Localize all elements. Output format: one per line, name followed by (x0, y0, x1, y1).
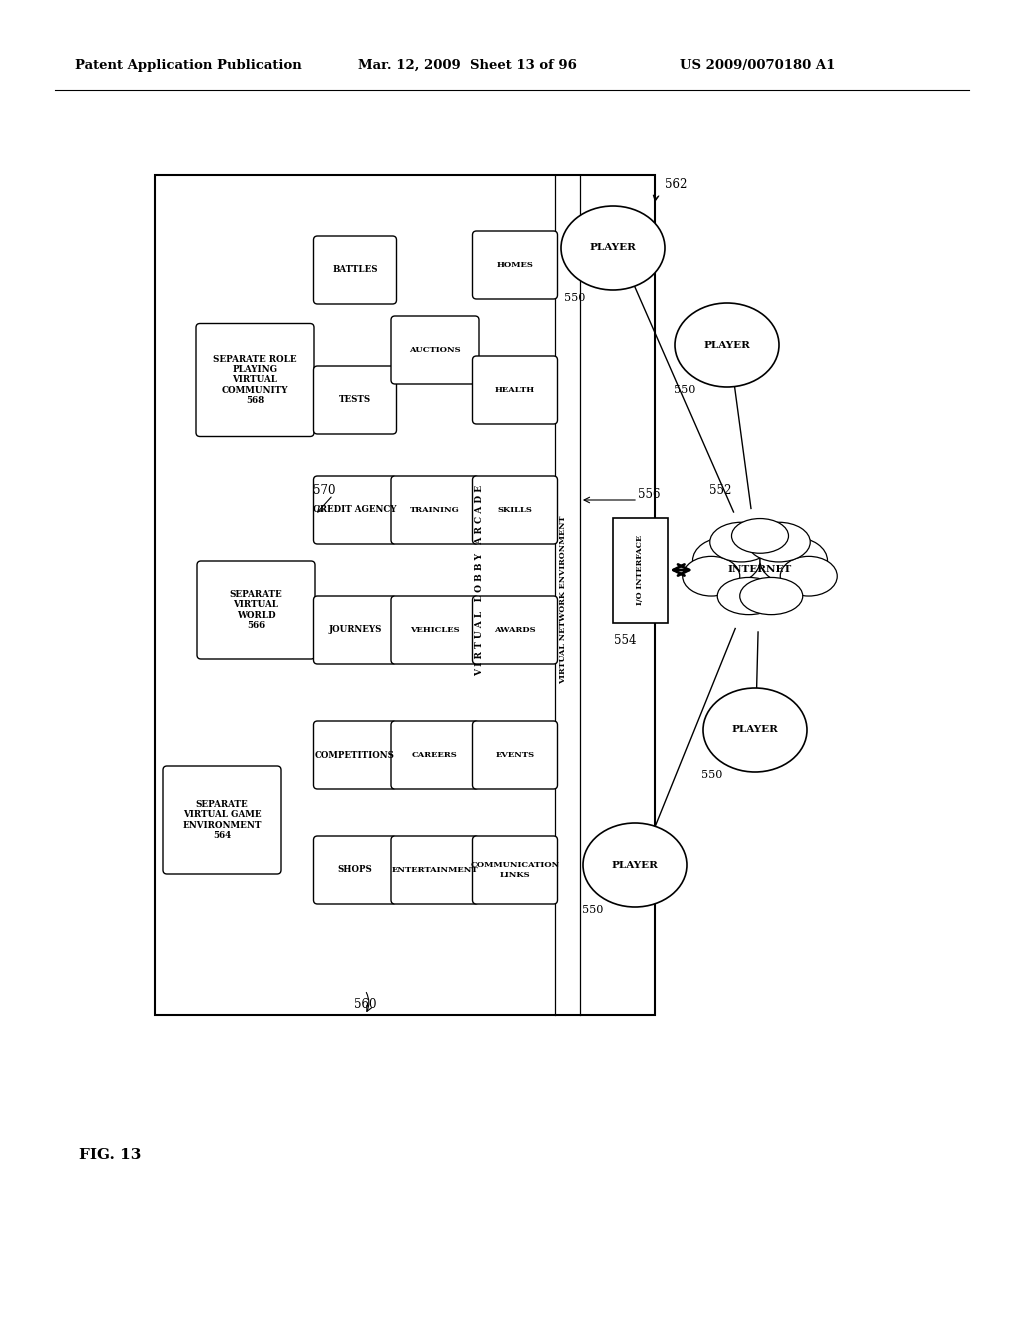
FancyBboxPatch shape (313, 721, 396, 789)
FancyBboxPatch shape (472, 477, 557, 544)
Text: CREDIT AGENCY: CREDIT AGENCY (313, 506, 396, 515)
FancyBboxPatch shape (313, 836, 396, 904)
Text: CAREERS: CAREERS (412, 751, 458, 759)
Text: PLAYER: PLAYER (611, 861, 658, 870)
Text: BATTLES: BATTLES (332, 265, 378, 275)
Text: US 2009/0070180 A1: US 2009/0070180 A1 (680, 58, 836, 71)
Text: 550: 550 (583, 906, 604, 915)
Text: COMPETITIONS: COMPETITIONS (315, 751, 395, 759)
Text: COMMUNICATION
LINKS: COMMUNICATION LINKS (470, 862, 560, 879)
Text: JOURNEYS: JOURNEYS (329, 626, 382, 635)
FancyBboxPatch shape (196, 323, 314, 437)
Text: V I R T U A L   L O B B Y   A R C A D E: V I R T U A L L O B B Y A R C A D E (475, 484, 484, 676)
FancyBboxPatch shape (313, 477, 396, 544)
Text: PLAYER: PLAYER (703, 341, 751, 350)
Text: FIG. 13: FIG. 13 (79, 1148, 141, 1162)
FancyBboxPatch shape (391, 597, 479, 664)
Ellipse shape (739, 577, 803, 615)
Text: PLAYER: PLAYER (731, 726, 778, 734)
FancyBboxPatch shape (391, 477, 479, 544)
Text: PLAYER: PLAYER (590, 243, 637, 252)
Text: HOMES: HOMES (497, 261, 534, 269)
Text: 550: 550 (564, 293, 586, 304)
Ellipse shape (692, 537, 760, 585)
Text: SKILLS: SKILLS (498, 506, 532, 513)
Text: VIRTUAL NETWORK ENVIRONMENT: VIRTUAL NETWORK ENVIRONMENT (559, 516, 567, 684)
Ellipse shape (731, 519, 788, 553)
Text: ENTERTAINMENT: ENTERTAINMENT (392, 866, 478, 874)
Ellipse shape (675, 304, 779, 387)
Text: Patent Application Publication: Patent Application Publication (75, 58, 302, 71)
Text: AWARDS: AWARDS (495, 626, 536, 634)
FancyBboxPatch shape (163, 766, 281, 874)
Text: 554: 554 (613, 634, 636, 647)
FancyBboxPatch shape (197, 561, 315, 659)
Text: INTERNET: INTERNET (728, 565, 793, 574)
Text: I/O INTERFACE: I/O INTERFACE (636, 535, 644, 605)
Text: VEHICLES: VEHICLES (411, 626, 460, 634)
FancyBboxPatch shape (391, 836, 479, 904)
Ellipse shape (760, 537, 827, 585)
Ellipse shape (780, 556, 838, 597)
Ellipse shape (583, 822, 687, 907)
Bar (612, 517, 668, 623)
FancyBboxPatch shape (472, 231, 557, 300)
Ellipse shape (717, 577, 780, 615)
Text: 562: 562 (665, 178, 687, 191)
Ellipse shape (708, 529, 812, 610)
FancyBboxPatch shape (391, 315, 479, 384)
FancyBboxPatch shape (313, 236, 396, 304)
Text: TRAINING: TRAINING (411, 506, 460, 513)
Ellipse shape (561, 206, 665, 290)
Text: 556: 556 (638, 488, 660, 502)
FancyBboxPatch shape (313, 366, 396, 434)
FancyBboxPatch shape (313, 597, 396, 664)
FancyBboxPatch shape (391, 721, 479, 789)
Text: Mar. 12, 2009  Sheet 13 of 96: Mar. 12, 2009 Sheet 13 of 96 (358, 58, 577, 71)
Ellipse shape (703, 688, 807, 772)
Ellipse shape (683, 556, 739, 597)
Text: 560: 560 (353, 998, 376, 1011)
Text: 552: 552 (709, 483, 731, 496)
Text: AUCTIONS: AUCTIONS (410, 346, 461, 354)
Ellipse shape (748, 523, 810, 562)
Text: EVENTS: EVENTS (496, 751, 535, 759)
FancyBboxPatch shape (472, 356, 557, 424)
Text: SEPARATE
VIRTUAL GAME
ENVIRONMENT
564: SEPARATE VIRTUAL GAME ENVIRONMENT 564 (182, 800, 262, 840)
Ellipse shape (710, 523, 773, 562)
Text: 570: 570 (312, 483, 335, 496)
FancyBboxPatch shape (472, 597, 557, 664)
FancyBboxPatch shape (472, 721, 557, 789)
Text: 550: 550 (701, 770, 723, 780)
Text: SEPARATE
VIRTUAL
WORLD
566: SEPARATE VIRTUAL WORLD 566 (229, 590, 283, 630)
Text: SHOPS: SHOPS (338, 866, 373, 874)
Bar (155, 176, 655, 1015)
Text: TESTS: TESTS (339, 396, 371, 404)
Text: HEALTH: HEALTH (495, 385, 536, 393)
FancyBboxPatch shape (472, 836, 557, 904)
Text: SEPARATE ROLE
PLAYING
VIRTUAL
COMMUNITY
568: SEPARATE ROLE PLAYING VIRTUAL COMMUNITY … (213, 355, 297, 405)
Text: 550: 550 (675, 385, 695, 395)
